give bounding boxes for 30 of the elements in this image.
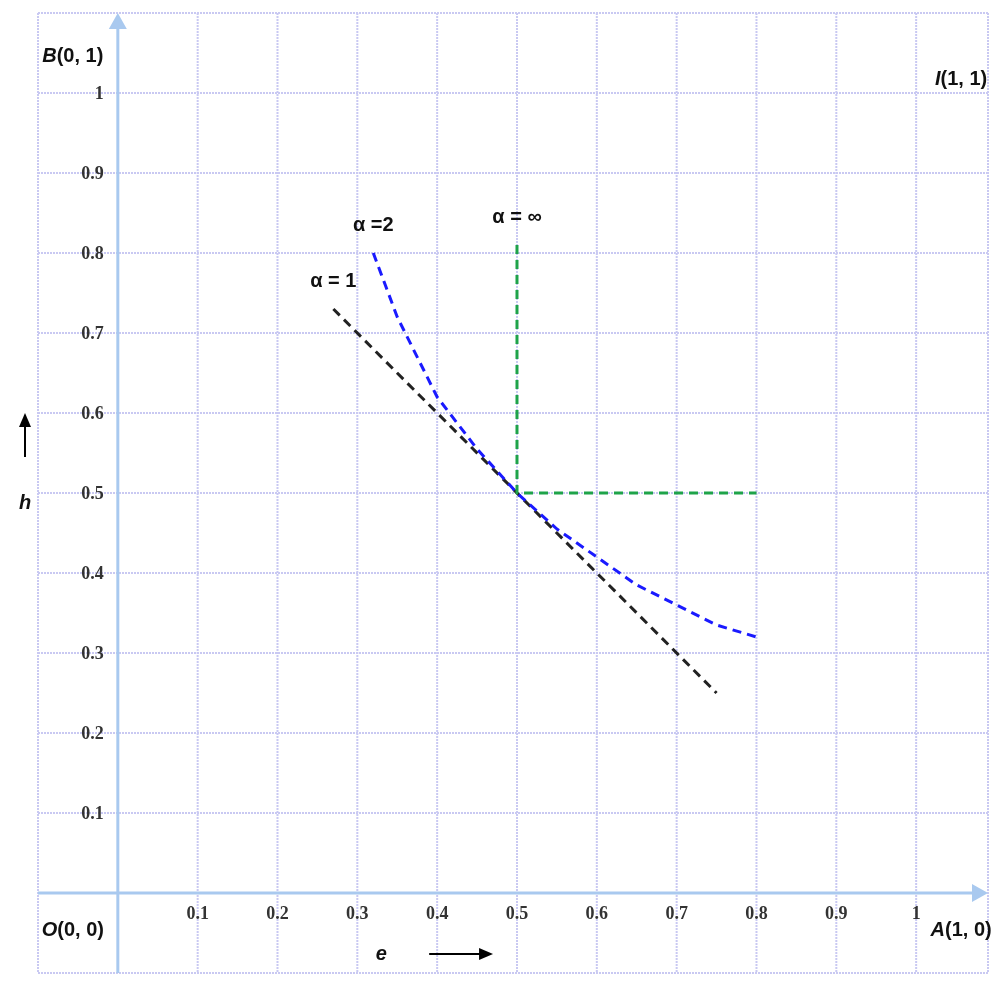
annotation: A(1, 0) (929, 918, 992, 940)
x-tick-label: 0.7 (665, 903, 688, 923)
annotation: B(0, 1) (42, 44, 104, 66)
y-tick-label: 0.9 (81, 163, 104, 183)
series-label: α = ∞ (492, 205, 542, 227)
line-series (371, 251, 758, 639)
x-tick-label: 0.1 (186, 903, 209, 923)
y-tick-label: 0.5 (81, 483, 104, 503)
x-tick-label: 0.8 (745, 903, 768, 923)
x-tick-label: 0.6 (585, 903, 609, 923)
y-tick-label: 0.8 (81, 243, 104, 263)
y-tick-label: 0.1 (81, 803, 104, 823)
x-tick-label: 0.9 (825, 903, 848, 923)
y-tick-label: 0.4 (81, 563, 104, 583)
y-tick-label: 1 (94, 83, 104, 103)
y-tick-label: 0.7 (81, 323, 104, 343)
y-axis-title: h (18, 491, 32, 513)
x-tick-label: 0.2 (266, 903, 289, 923)
x-tick-label: 1 (911, 903, 921, 923)
annotation: O(0, 0) (41, 918, 104, 940)
y-tick-label: 0.3 (81, 643, 104, 663)
x-tick-label: 0.5 (505, 903, 529, 923)
x-axis-title: e (375, 942, 387, 964)
y-tick-label: 0.6 (81, 403, 104, 423)
series-label: α = 1 (310, 269, 357, 291)
annotation: I(1, 1) (935, 67, 988, 89)
x-tick-label: 0.3 (346, 903, 369, 923)
x-tick-label: 0.4 (425, 903, 449, 923)
y-tick-label: 0.2 (81, 723, 104, 743)
series-label: α =2 (352, 213, 394, 235)
